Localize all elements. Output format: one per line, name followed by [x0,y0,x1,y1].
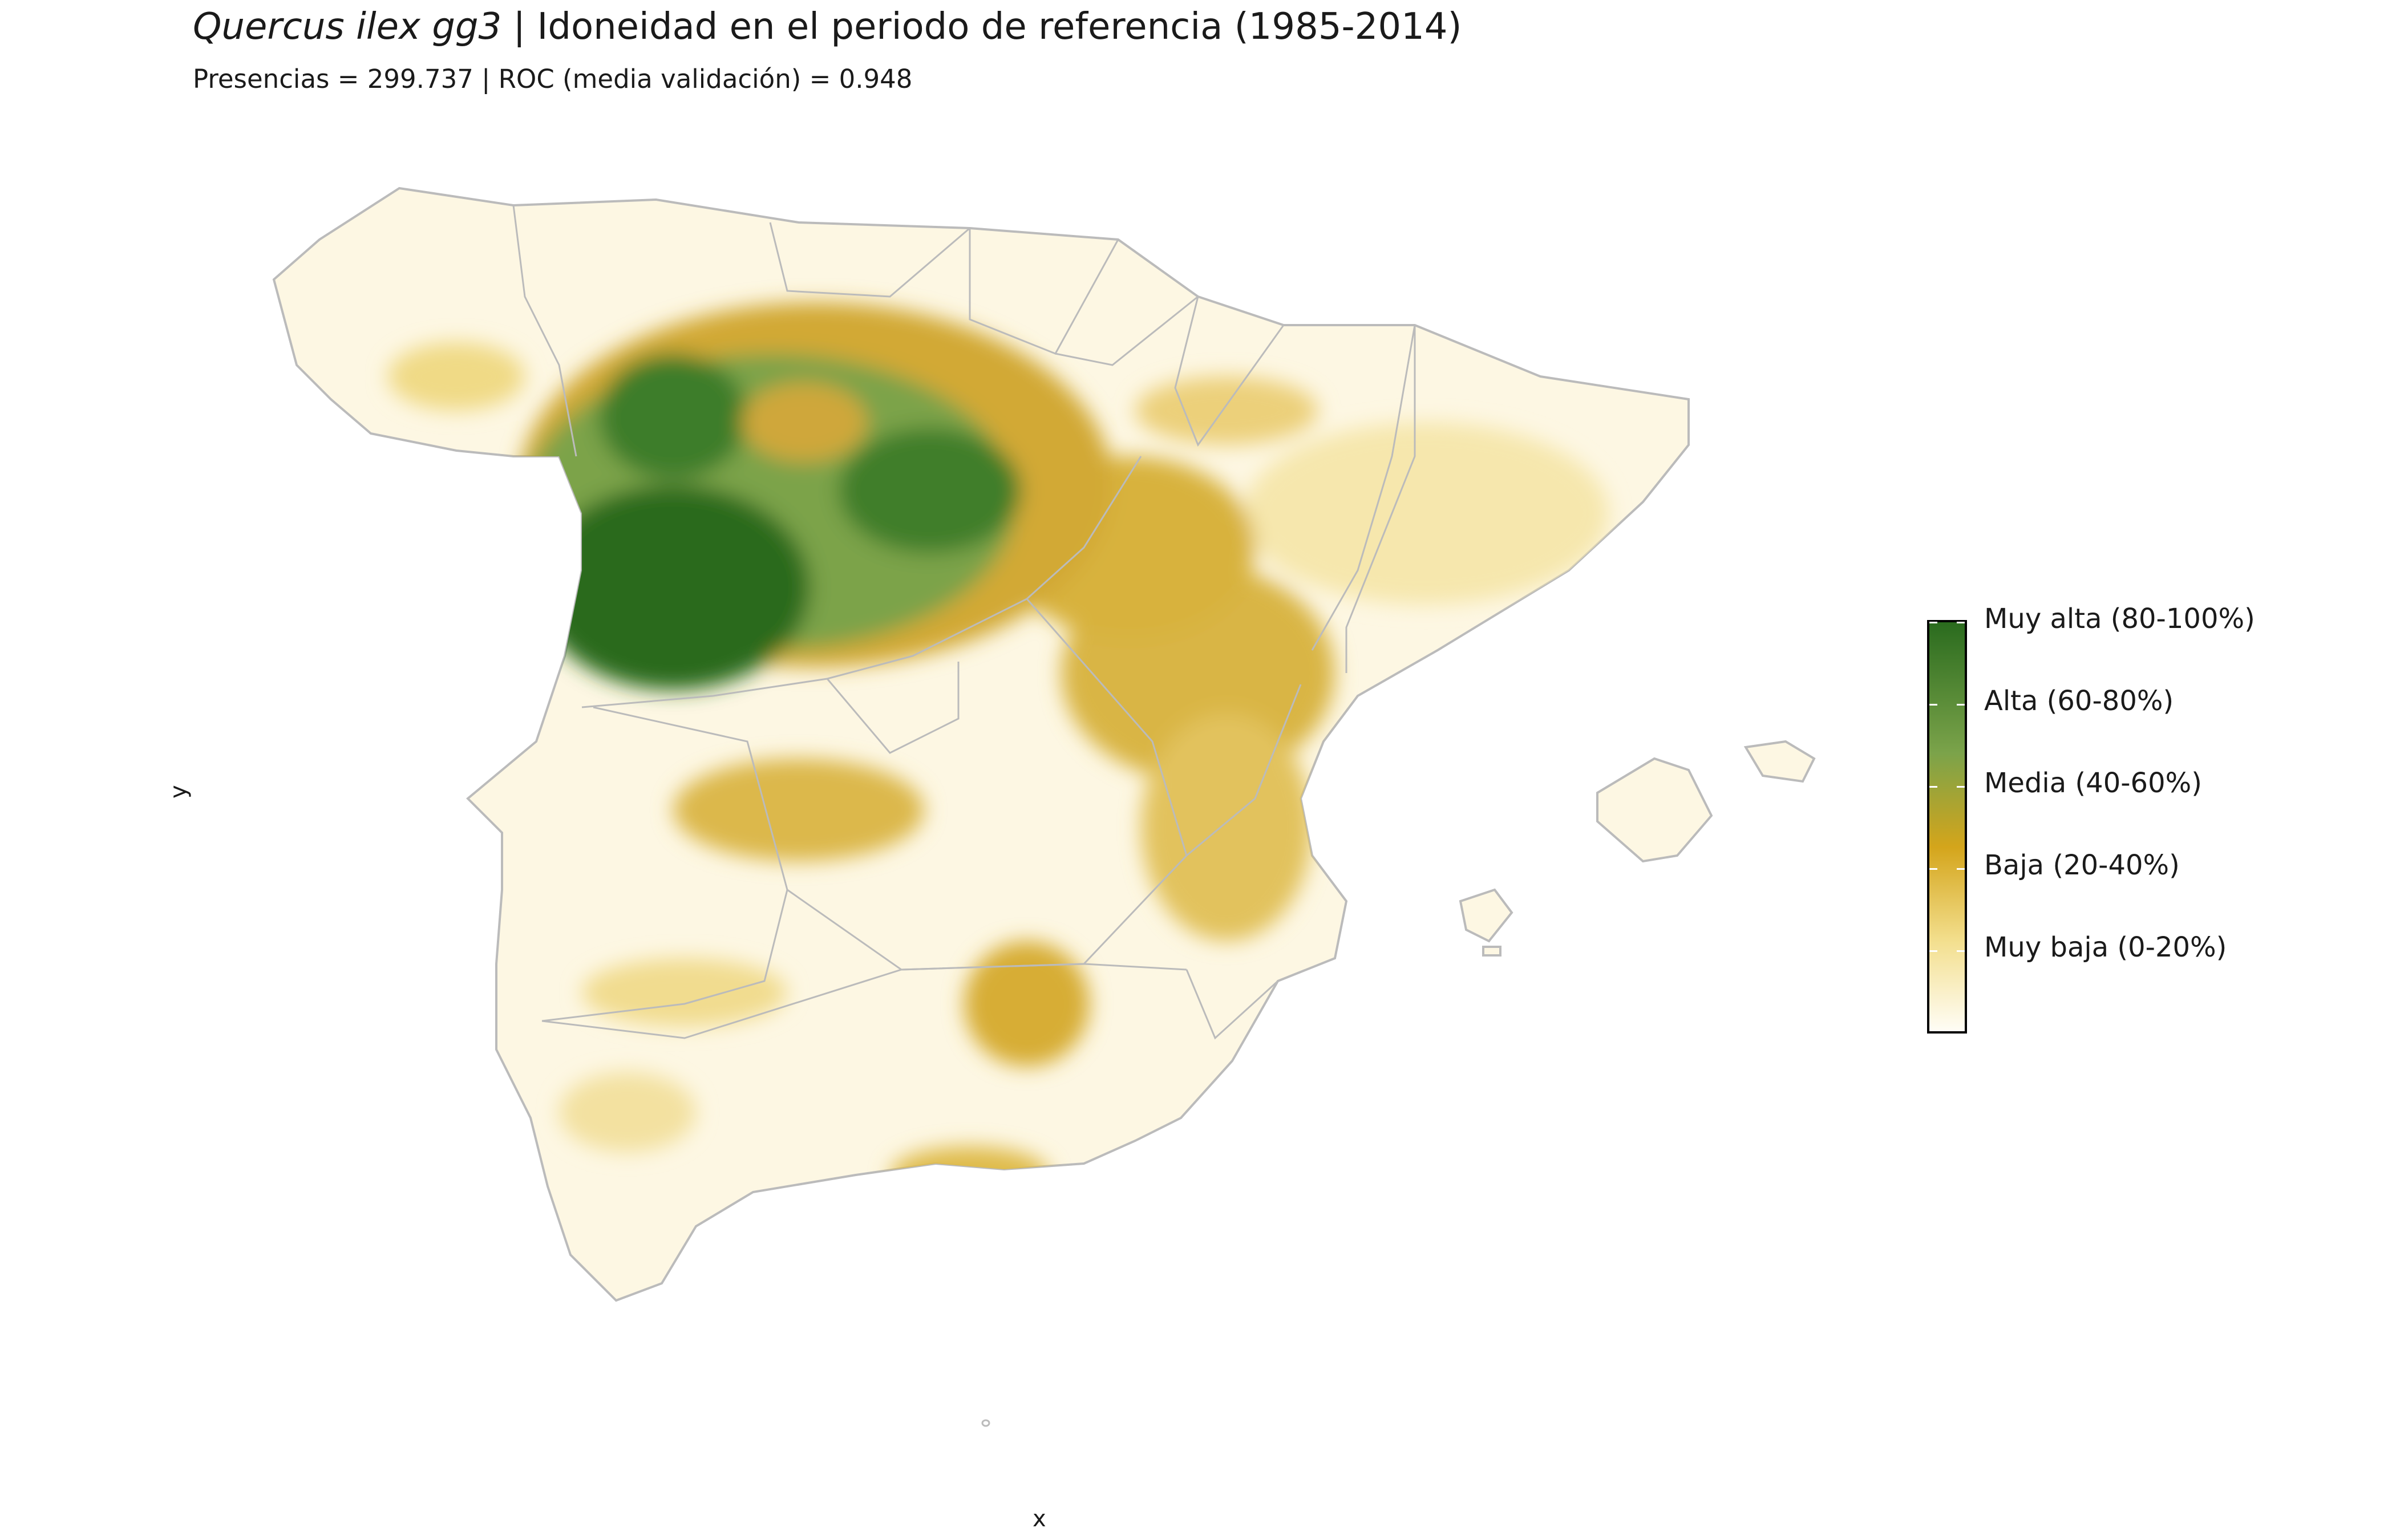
map-subtitle: Presencias = 299.737 | ROC (media valida… [193,64,913,94]
border-basque [1055,295,1199,366]
border-valencia [1186,684,1302,857]
legend-colorbar [1927,620,1967,1034]
border-aragon [1311,325,1416,651]
legend-tick [1929,868,1937,870]
legend-tick [1929,786,1937,788]
region-borders [512,205,1416,1040]
border-andalucia [541,963,1187,1039]
legend-label-very-low: Muy baja (0-20%) [1984,931,2227,963]
map-title: Quercus ilex gg3 | Idoneidad en el perio… [193,6,1462,48]
legend-tick [1929,950,1937,952]
formentera [1482,946,1501,957]
legend-tick [1929,704,1937,706]
border-murcia [1185,969,1279,1040]
title-separator: | [501,6,537,48]
legend-label-medium: Media (40-60%) [1984,767,2202,799]
legend-tick [1957,868,1965,870]
border-asturias [769,222,970,298]
border-navarra [1174,296,1285,447]
legend-tick [1957,622,1965,623]
border-catalonia [1345,325,1416,673]
suitability-layer [388,302,1609,1203]
alboran-islet [981,1419,990,1427]
legend-tick [1929,622,1937,623]
border-cantabria [969,228,1119,355]
menorca [1743,740,1816,783]
legend-label-high: Alta (60-80%) [1984,685,2174,717]
border-castilla-la-mancha [787,598,1188,971]
legend-tick [1957,950,1965,952]
border-extremadura [541,706,788,1022]
legend-label-very-high: Muy alta (80-100%) [1984,603,2255,635]
mallorca [1596,757,1713,863]
species-name: Quercus ilex gg3 [193,6,502,48]
title-text: Idoneidad en el periodo de referencia (1… [537,6,1462,48]
border-castilla-leon-south [581,456,1142,708]
legend-tick [1957,786,1965,788]
ibiza [1459,888,1513,943]
border-madrid [826,662,960,754]
y-axis-label: y [165,785,192,799]
x-axis-label: x [1033,1506,1046,1532]
legend-label-low: Baja (20-40%) [1984,849,2180,881]
border-galicia [512,205,577,457]
legend-tick [1957,704,1965,706]
